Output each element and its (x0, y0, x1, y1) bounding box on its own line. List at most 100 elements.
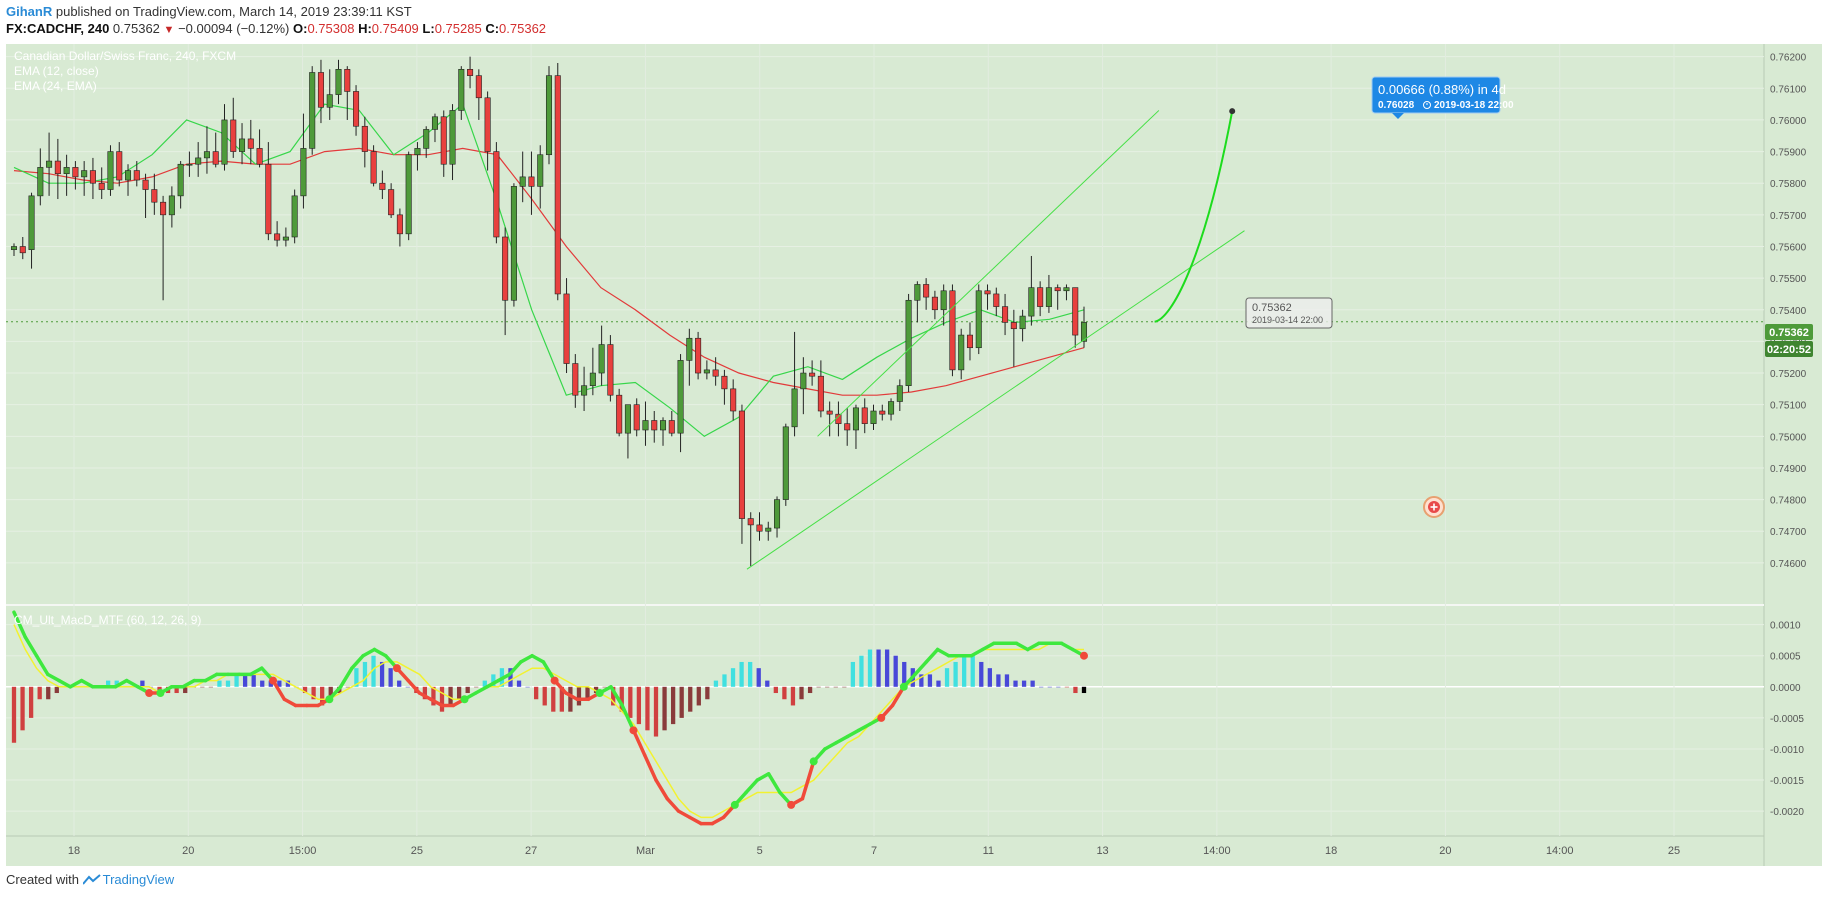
time-tick-label: 7 (871, 845, 877, 857)
candle (239, 123, 246, 165)
macd-axis-ticks: 0.0010 0.0005 0.0000 -0.0005 -0.0010 -0.0015 -… (1770, 621, 1804, 818)
candle (721, 369, 728, 405)
macd-histogram-bar (705, 686, 710, 700)
candle (1045, 274, 1052, 313)
candle (195, 142, 202, 177)
candle-body (835, 413, 842, 424)
macd-cross-dot (156, 689, 165, 698)
macd-histogram-bar (559, 686, 564, 712)
add-alert-icon[interactable] (1423, 496, 1445, 518)
macd-histogram-bar (688, 686, 693, 712)
candle (309, 66, 316, 155)
macd-line-segment (417, 691, 433, 701)
macd-cross-dot (392, 664, 401, 673)
candle-body (1072, 287, 1079, 336)
tradingview-link[interactable]: TradingView (82, 872, 174, 887)
macd-histogram-bar (551, 686, 556, 712)
time-tick-label: 20 (1439, 845, 1451, 857)
candle (370, 145, 377, 187)
author-link[interactable]: GihanR (6, 4, 53, 19)
candle-body (730, 388, 737, 412)
candle (581, 366, 588, 412)
macd-histogram-bar (816, 686, 821, 688)
price-axis-background (1764, 44, 1822, 866)
candle (616, 388, 623, 437)
candle (826, 401, 833, 437)
macd-histogram-bar (114, 680, 119, 687)
candle-body (89, 170, 96, 184)
candle-body (791, 388, 798, 428)
candle (160, 195, 167, 301)
macd-histogram-bar (448, 686, 453, 706)
candle (247, 119, 254, 165)
candle (46, 132, 53, 196)
legend-macd: CM_Ult_MacD_MTF (60, 12, 26, 9) (14, 613, 201, 627)
macd-histogram-bar (260, 680, 265, 687)
macd-cross-dot (325, 695, 334, 704)
projection-start-price: 0.75362 (1252, 302, 1292, 314)
macd-line-segment (744, 778, 760, 795)
macd-cross-dot (787, 800, 796, 809)
triangle-down-icon: ▼ (163, 24, 175, 36)
macd-line-segment (800, 759, 816, 801)
candle-body (221, 119, 228, 165)
price-tick-label: 0.74700 (1770, 527, 1807, 538)
candle-body (528, 176, 535, 187)
candle-body (326, 94, 333, 108)
close-value: 0.75362 (499, 21, 547, 36)
macd-histogram-bar (825, 686, 830, 688)
time-tick-label: 27 (525, 845, 537, 857)
candle-body (353, 91, 360, 127)
macd-line-segment (507, 660, 523, 677)
candle-body (1054, 287, 1061, 292)
macd-histogram-bar (919, 674, 924, 687)
candle (388, 183, 395, 219)
low-label: L: (422, 21, 435, 36)
candle (510, 183, 517, 307)
candle-body (703, 369, 710, 374)
candle-body (1080, 322, 1088, 342)
candle (151, 173, 158, 215)
candle-body (826, 410, 833, 415)
macd-histogram-bar (962, 655, 967, 687)
projection-start-label[interactable]: 0.75362 2019-03-14 22:00 (1245, 297, 1333, 329)
macd-tick-label: 0.0005 (1770, 652, 1801, 663)
candle (861, 398, 868, 434)
projection-label[interactable]: 0.00666 (0.88%) in 4d 0.76028 2019-03-18… (1371, 76, 1514, 119)
candle (817, 360, 824, 418)
candle-body (37, 167, 44, 197)
candle (677, 354, 684, 453)
macd-line-segment (46, 672, 61, 683)
macd-histogram-bar (645, 686, 650, 731)
price-tick-label: 0.75700 (1770, 211, 1807, 222)
candle-body (738, 410, 745, 519)
candle (537, 145, 544, 209)
candle (782, 423, 789, 506)
macd-cross-dot (629, 726, 638, 735)
drawings[interactable] (746, 108, 1245, 570)
macd-histogram-bar (465, 686, 470, 694)
candle-body (467, 69, 474, 76)
candle-body (870, 410, 877, 424)
chart-canvas[interactable]: 0.76200 0.76100 0.76000 0.75900 0.75800 0.757… (6, 44, 1822, 866)
macd-histogram-bar (54, 686, 59, 694)
candle-body (239, 138, 246, 152)
candle-body (405, 154, 412, 235)
candle-body (212, 151, 219, 165)
candle-body (265, 163, 272, 235)
candle (116, 142, 123, 187)
candle-body (659, 420, 667, 431)
macd-histogram-bar (1013, 680, 1018, 687)
macd-histogram-bar (876, 649, 881, 687)
macd-histogram-bar (200, 686, 205, 688)
candle-body (256, 148, 263, 165)
macd-histogram-bar (979, 661, 984, 687)
macd-histogram-bar (765, 680, 770, 687)
candle (344, 66, 351, 120)
countdown-label: 02:20:52 (1767, 344, 1811, 356)
macd-histogram-bar (936, 680, 941, 687)
candle-body (519, 176, 526, 187)
macd-histogram-bar (662, 686, 667, 731)
macd-tick-label: 0.0000 (1770, 683, 1801, 694)
macd-histogram-bar (491, 674, 496, 687)
